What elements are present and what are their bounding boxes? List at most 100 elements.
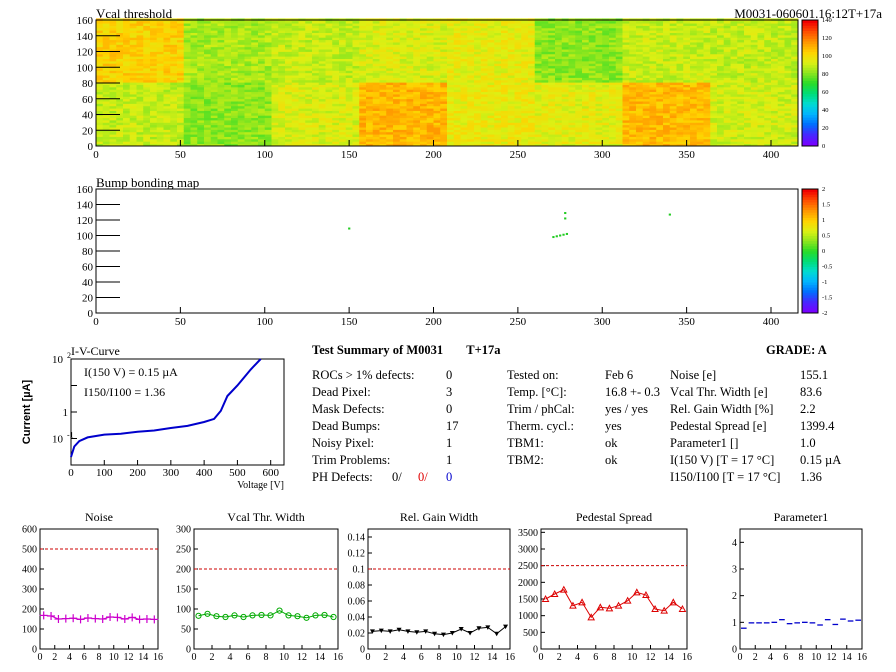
- pixel-cell: [244, 39, 252, 43]
- pixel-cell: [102, 136, 110, 140]
- pixel-cell: [386, 124, 394, 128]
- pixel-cell: [541, 122, 549, 126]
- pixel-cell: [156, 143, 164, 147]
- pixel-cell: [366, 34, 374, 38]
- pixel-cell: [170, 49, 178, 52]
- pixel-cell: [366, 51, 374, 55]
- pixel-cell: [406, 58, 414, 62]
- pixel-cell: [359, 94, 367, 97]
- pixel-cell: [487, 63, 495, 67]
- pixel-cell: [393, 39, 401, 43]
- pixel-cell: [501, 63, 509, 67]
- pixel-cell: [318, 120, 326, 123]
- pixel-cell: [696, 23, 704, 26]
- pixel-cell: [278, 89, 286, 93]
- pixel-cell: [555, 39, 563, 43]
- pixel-cell: [690, 138, 698, 142]
- pixel-cell: [197, 110, 205, 114]
- pixel-cell: [447, 44, 455, 48]
- pixel-cell: [413, 75, 421, 78]
- pixel-cell: [386, 115, 394, 119]
- pixel-cell: [575, 70, 583, 74]
- pixel-cell: [136, 63, 144, 67]
- pixel-cell: [460, 124, 468, 128]
- pixel-cell: [177, 65, 185, 69]
- pixel-cell: [460, 96, 468, 100]
- pixel-cell: [568, 134, 576, 137]
- pixel-cell: [150, 56, 158, 59]
- pixel-cell: [278, 51, 286, 55]
- pixel-cell: [710, 75, 718, 78]
- pixel-cell: [690, 117, 698, 121]
- pixel-cell: [669, 63, 677, 67]
- pixel-cell: [278, 46, 286, 50]
- pixel-cell: [453, 25, 461, 29]
- pixel-cell: [561, 32, 569, 36]
- pixel-cell: [480, 101, 488, 104]
- pixel-cell: [447, 63, 455, 67]
- pixel-cell: [305, 124, 313, 128]
- pixel-cell: [622, 96, 630, 100]
- pixel-cell: [116, 60, 124, 64]
- pixel-cell: [588, 122, 596, 126]
- pixel-cell: [541, 77, 549, 81]
- pixel-cell: [278, 143, 286, 147]
- pixel-cell: [426, 124, 434, 128]
- pixel-cell: [406, 42, 414, 45]
- pixel-cell: [447, 108, 455, 111]
- pixel-cell: [298, 110, 306, 114]
- pixel-cell: [426, 134, 434, 137]
- pixel-cell: [244, 56, 252, 59]
- pixel-cell: [595, 49, 603, 52]
- pixel-cell: [339, 27, 347, 31]
- pixel-cell: [305, 77, 313, 81]
- pixel-cell: [568, 143, 576, 147]
- pixel-cell: [615, 94, 623, 97]
- pixel-cell: [366, 77, 374, 81]
- pixel-cell: [420, 65, 428, 69]
- pixel-cell: [676, 20, 684, 24]
- pixel-cell: [480, 58, 488, 62]
- pixel-cell: [696, 86, 704, 90]
- pixel-cell: [474, 56, 482, 59]
- pixel-cell: [96, 138, 104, 142]
- pixel-cell: [615, 42, 623, 45]
- pixel-cell: [251, 108, 259, 111]
- pixel-cell: [609, 49, 617, 52]
- pixel-cell: [453, 98, 461, 102]
- pixel-cell: [541, 42, 549, 45]
- pixel-cell: [264, 56, 272, 59]
- pixel-cell: [217, 75, 225, 78]
- pixel-cell: [676, 89, 684, 93]
- pixel-cell: [595, 51, 603, 55]
- pixel-cell: [129, 27, 137, 31]
- pixel-cell: [210, 129, 218, 133]
- pixel-cell: [629, 37, 637, 41]
- pixel-cell: [406, 60, 414, 64]
- pixel-cell: [676, 79, 684, 83]
- pixel-cell: [143, 115, 151, 119]
- pixel-cell: [197, 51, 205, 55]
- pixel-cell: [210, 79, 218, 83]
- pixel-cell: [399, 70, 407, 74]
- pixel-cell: [183, 56, 191, 59]
- pixel-cell: [501, 96, 509, 100]
- pixel-cell: [399, 101, 407, 104]
- pixel-cell: [501, 25, 509, 29]
- pixel-cell: [325, 82, 333, 85]
- pixel-cell: [622, 131, 630, 135]
- pixel-cell: [609, 32, 617, 36]
- pixel-cell: [291, 122, 299, 126]
- pixel-cell: [629, 39, 637, 43]
- pixel-cell: [602, 110, 610, 114]
- pixel-cell: [305, 56, 313, 59]
- pixel-cell: [291, 131, 299, 135]
- pixel-cell: [622, 65, 630, 69]
- pixel-cell: [663, 105, 671, 109]
- pixel-cell: [366, 108, 374, 111]
- pixel-cell: [366, 120, 374, 123]
- pixel-cell: [177, 72, 185, 76]
- pixel-cell: [521, 138, 529, 142]
- pixel-cell: [602, 91, 610, 95]
- pixel-cell: [602, 134, 610, 137]
